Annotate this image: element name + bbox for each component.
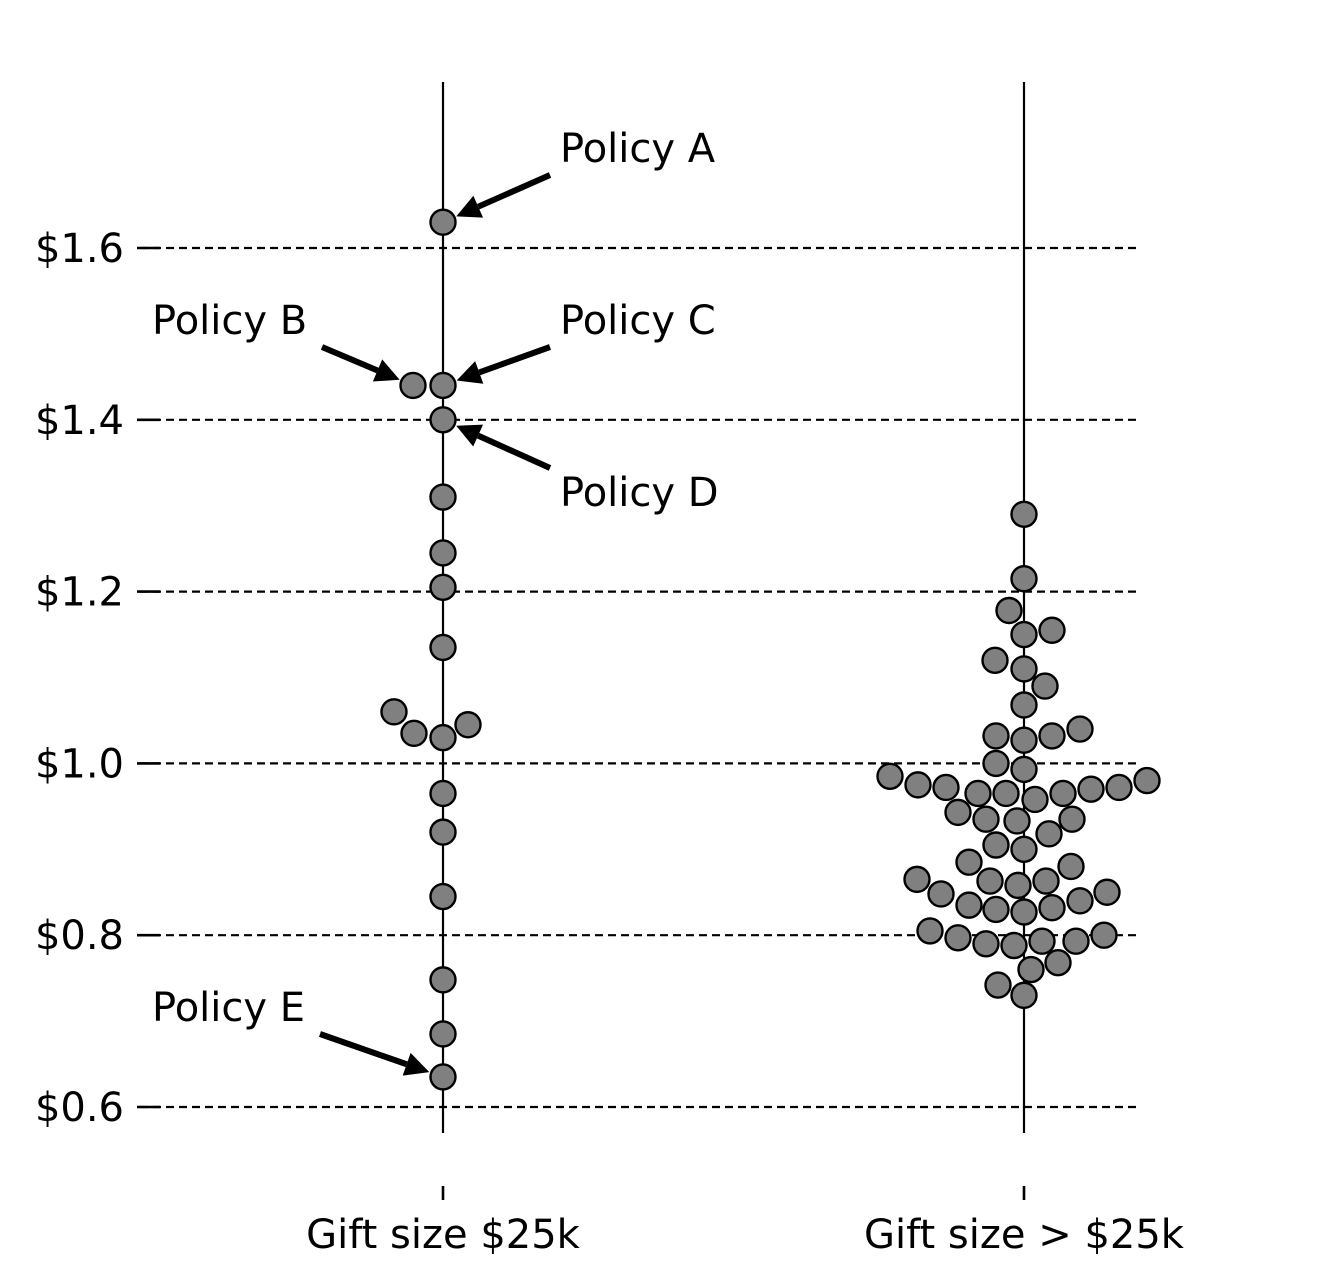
annotation-arrow: [456, 344, 552, 384]
data-point: [995, 596, 1023, 625]
data-point: [1105, 773, 1133, 802]
data-point: [399, 371, 427, 400]
data-point: [380, 698, 408, 726]
annotation-label: Policy D: [560, 470, 719, 516]
annotation-arrow: [319, 1031, 430, 1076]
data-point: [982, 895, 1010, 924]
data-point: [944, 798, 972, 827]
data-point: [1000, 931, 1028, 960]
data-point: [429, 573, 457, 602]
data-point: [1062, 927, 1090, 955]
data-point: [429, 966, 457, 994]
y-tick-label: $1.4: [35, 398, 124, 444]
annotation-arrow: [456, 172, 552, 218]
data-point: [982, 722, 1010, 750]
data-point: [1066, 887, 1094, 915]
data-point: [1058, 805, 1086, 833]
data-point: [982, 831, 1010, 859]
data-point: [454, 711, 482, 739]
data-point: [1010, 726, 1038, 754]
data-point: [984, 971, 1012, 999]
data-point: [429, 483, 457, 511]
data-point: [1038, 722, 1066, 750]
annotation-arrow: [456, 424, 552, 471]
y-tick-label: $1.2: [35, 570, 124, 616]
annotations: Policy A Policy B Policy C Policy D Policy E: [152, 126, 719, 1076]
data-point: [1031, 672, 1059, 700]
data-point: [1010, 655, 1038, 683]
data-point: [964, 779, 992, 808]
y-tick-label: $1.6: [35, 226, 124, 272]
y-tick-label: $0.6: [35, 1085, 124, 1131]
data-point: [981, 646, 1009, 675]
data-point: [932, 773, 960, 802]
data-point: [429, 371, 457, 400]
data-point: [429, 723, 457, 752]
y-axis: $0.6 $0.8 $1.0 $1.2 $1.4 $1.6: [35, 226, 160, 1131]
data-point: [972, 805, 1000, 833]
data-point: [976, 867, 1004, 895]
data-point: [903, 865, 931, 894]
data-point: [429, 208, 457, 236]
y-tick-label: $0.8: [35, 913, 124, 959]
data-point: [1066, 715, 1094, 743]
data-point: [944, 924, 972, 952]
data-point: [982, 749, 1010, 778]
data-point: [429, 633, 457, 662]
data-point: [1028, 927, 1056, 955]
grid-lines: [140, 246, 1138, 1109]
data-point: [992, 779, 1020, 808]
y-tick-label: $1.0: [35, 741, 124, 787]
data-point: [927, 880, 955, 908]
data-point: [429, 779, 457, 808]
data-point: [1021, 785, 1049, 814]
data-point: [955, 891, 983, 919]
annotation-label: Policy E: [152, 985, 305, 1031]
data-point: [1017, 955, 1045, 984]
annotation-arrow: [320, 344, 400, 382]
data-point: [916, 917, 944, 945]
annotation-label: Policy B: [152, 298, 307, 344]
data-point: [1032, 867, 1060, 895]
data-point: [1090, 921, 1118, 949]
category-label: Gift size $25k: [306, 1212, 581, 1258]
category-label: Gift size > $25k: [864, 1212, 1185, 1258]
data-point: [1010, 620, 1038, 649]
data-point: [904, 771, 932, 799]
data-point: [1010, 565, 1038, 593]
data-point: [1038, 894, 1066, 922]
data-point: [1077, 775, 1105, 803]
data-point: [1004, 871, 1032, 900]
data-point: [1010, 691, 1038, 719]
annotation-label: Policy C: [560, 298, 716, 344]
data-point: [1093, 878, 1121, 906]
data-point: [955, 848, 983, 876]
data-point: [429, 1020, 457, 1048]
data-point: [400, 719, 428, 748]
data-point: [429, 882, 457, 911]
data-point: [429, 818, 457, 846]
data-point: [1010, 898, 1038, 926]
annotation-label: Policy A: [560, 126, 716, 172]
data-point: [1035, 820, 1063, 848]
data-point: [1010, 835, 1038, 863]
data-point: [1010, 755, 1038, 784]
data-point: [1010, 500, 1038, 528]
data-point: [429, 406, 457, 434]
data-point: [429, 539, 457, 567]
data-point: [972, 930, 1000, 958]
data-point: [1057, 852, 1085, 881]
data-point: [1003, 807, 1031, 835]
data-points: [380, 208, 1161, 1091]
data-point: [1044, 948, 1072, 977]
data-point: [1133, 766, 1161, 795]
data-point: [429, 1063, 457, 1091]
data-point: [1010, 981, 1038, 1010]
data-point: [1049, 779, 1077, 808]
data-point: [1038, 616, 1066, 644]
data-point: [876, 762, 904, 790]
